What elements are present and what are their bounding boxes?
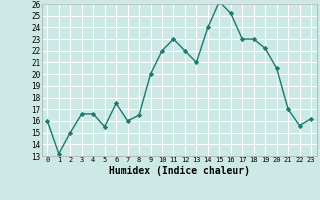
X-axis label: Humidex (Indice chaleur): Humidex (Indice chaleur) — [109, 166, 250, 176]
